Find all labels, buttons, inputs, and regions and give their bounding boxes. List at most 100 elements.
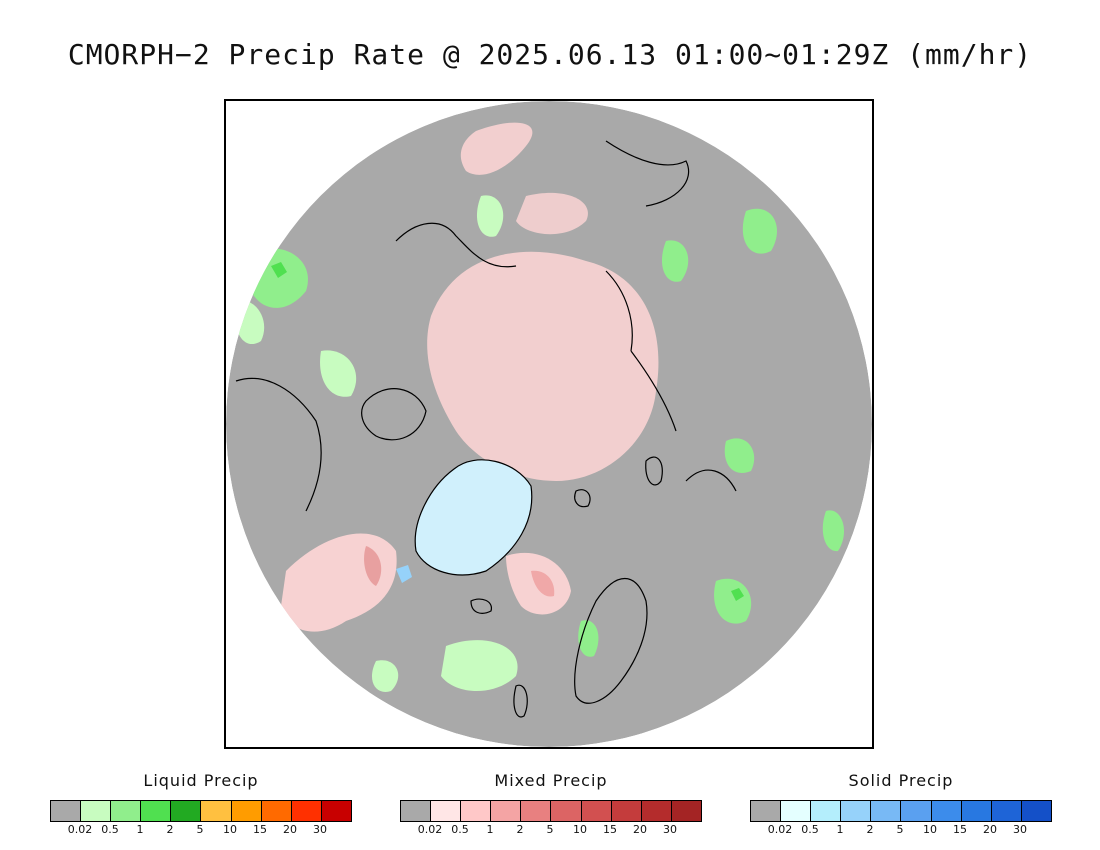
siberia-liquid-patch-2 (271, 262, 287, 278)
legend-swatch-5 (551, 801, 582, 821)
legend-tick-label: 5 (546, 823, 554, 836)
legend-tick-label: 20 (283, 823, 297, 836)
legend-tick-label: 15 (603, 823, 617, 836)
legend-tick-label: 15 (253, 823, 267, 836)
legend-swatch-0 (401, 801, 432, 821)
scandinavia-coastline (574, 577, 648, 704)
legend-tick-label: 10 (573, 823, 587, 836)
legend-tick-label: 2 (166, 823, 174, 836)
legend-swatch-3 (141, 801, 172, 821)
labrador-mixed-core (364, 546, 382, 586)
legend-tick-label: 30 (313, 823, 327, 836)
legend-swatch-9 (671, 801, 701, 821)
legend-swatch-8 (291, 801, 322, 821)
legend-tick-labels: 0.02 0.5 1 2 5 10 15 20 30 (50, 823, 350, 837)
iceland-coastline (470, 598, 493, 614)
greenland-solid-precip-patch (396, 565, 412, 583)
legend-tick-label: 2 (866, 823, 874, 836)
legend-swatch-7 (961, 801, 992, 821)
legend-swatch-3 (841, 801, 872, 821)
legend-swatch-0 (51, 801, 82, 821)
legend-swatch-9 (1021, 801, 1051, 821)
legend-tick-label: 20 (633, 823, 647, 836)
legend-solid-precip: Solid Precip 0.02 0.5 1 2 5 10 15 20 30 (750, 771, 1052, 837)
legend-tick-label: 0.5 (451, 823, 469, 836)
legend-swatch-5 (201, 801, 232, 821)
europe-liquid-patch-1 (724, 438, 755, 473)
legend-swatch-2 (461, 801, 492, 821)
legend-tick-label: 1 (136, 823, 144, 836)
legend-tick-label: 10 (923, 823, 937, 836)
north-liquid-patch (476, 195, 504, 237)
greenland-solid-precip-area (415, 459, 532, 575)
legend-tick-label: 0.5 (101, 823, 119, 836)
svalbard-coastline (574, 489, 591, 508)
legend-tick-labels: 0.02 0.5 1 2 5 10 15 20 30 (750, 823, 1050, 837)
south-liquid-patch-2 (371, 660, 399, 692)
greenland-coastline (414, 459, 533, 576)
legend-tick-label: 1 (836, 823, 844, 836)
legend-tick-label: 5 (196, 823, 204, 836)
legend-tick-label: 2 (516, 823, 524, 836)
legend-tick-label: 0.02 (67, 823, 93, 836)
legend-title: Mixed Precip (494, 771, 608, 790)
legend-tick-label: 0.02 (767, 823, 793, 836)
eurasia-liquid-patch-1 (661, 240, 689, 282)
north-pacific-mixed-band (460, 122, 533, 175)
legend-swatch-8 (991, 801, 1022, 821)
polar-precip-map (224, 99, 874, 749)
legend-tick-label: 15 (953, 823, 967, 836)
legend-mixed-precip: Mixed Precip 0.02 0.5 1 2 5 10 15 20 30 (400, 771, 702, 837)
east-liquid-patch (822, 510, 845, 552)
legend-swatch-6 (931, 801, 962, 821)
uk-coastline (513, 684, 528, 718)
legend-swatch-4 (871, 801, 902, 821)
coastlines (235, 140, 737, 718)
legend-tick-label: 0.02 (417, 823, 443, 836)
legend-tick-label: 0.5 (801, 823, 819, 836)
legend-swatch-8 (641, 801, 672, 821)
map-canvas (226, 101, 872, 747)
legend-swatch-4 (171, 801, 202, 821)
legend-color-bar (750, 800, 1052, 822)
legend-swatch-4 (521, 801, 552, 821)
north-america-coastline (235, 377, 322, 512)
legend-title: Solid Precip (848, 771, 954, 790)
legend-swatch-1 (81, 801, 112, 821)
europe-liquid-patch-2 (714, 578, 752, 624)
legend-swatch-0 (751, 801, 782, 821)
novaya-zemlya-coastline (645, 456, 663, 486)
legend-tick-label: 1 (486, 823, 494, 836)
russia-coastline (685, 469, 737, 492)
arctic-mixed-precip-area (427, 251, 659, 481)
legend-tick-label: 5 (896, 823, 904, 836)
legend-swatch-5 (901, 801, 932, 821)
siberia-coastline (605, 270, 677, 432)
legend-tick-label: 20 (983, 823, 997, 836)
kamchatka-coastline (605, 140, 690, 207)
canada-liquid-patch (320, 350, 357, 397)
legend-tick-labels: 0.02 0.5 1 2 5 10 15 20 30 (400, 823, 700, 837)
europe-liquid-core (731, 588, 744, 601)
legend-swatch-9 (321, 801, 351, 821)
page-title: CMORPH−2 Precip Rate @ 2025.06.13 01:00~… (67, 38, 1033, 71)
legend-swatch-3 (491, 801, 522, 821)
legend-liquid-precip: Liquid Precip 0.02 0.5 1 2 5 10 15 20 30 (50, 771, 352, 837)
legend-swatch-1 (431, 801, 462, 821)
legend-swatch-2 (811, 801, 842, 821)
eurasia-liquid-patch-2 (742, 208, 777, 254)
legend-color-bar (50, 800, 352, 822)
scandinavia-liquid-patch (578, 620, 599, 657)
legend-tick-label: 30 (1013, 823, 1027, 836)
alaska-siberia-coastline (395, 222, 517, 268)
legend-swatch-2 (111, 801, 142, 821)
canada-archipelago-coastline (361, 388, 427, 441)
legend-tick-label: 10 (223, 823, 237, 836)
legend-swatch-6 (581, 801, 612, 821)
legend-swatch-1 (781, 801, 812, 821)
legend-swatch-7 (261, 801, 292, 821)
south-liquid-patch-1 (441, 640, 518, 691)
iceland-low-mixed-core (531, 570, 555, 597)
legend-title: Liquid Precip (143, 771, 259, 790)
bering-mixed-area (516, 192, 588, 235)
